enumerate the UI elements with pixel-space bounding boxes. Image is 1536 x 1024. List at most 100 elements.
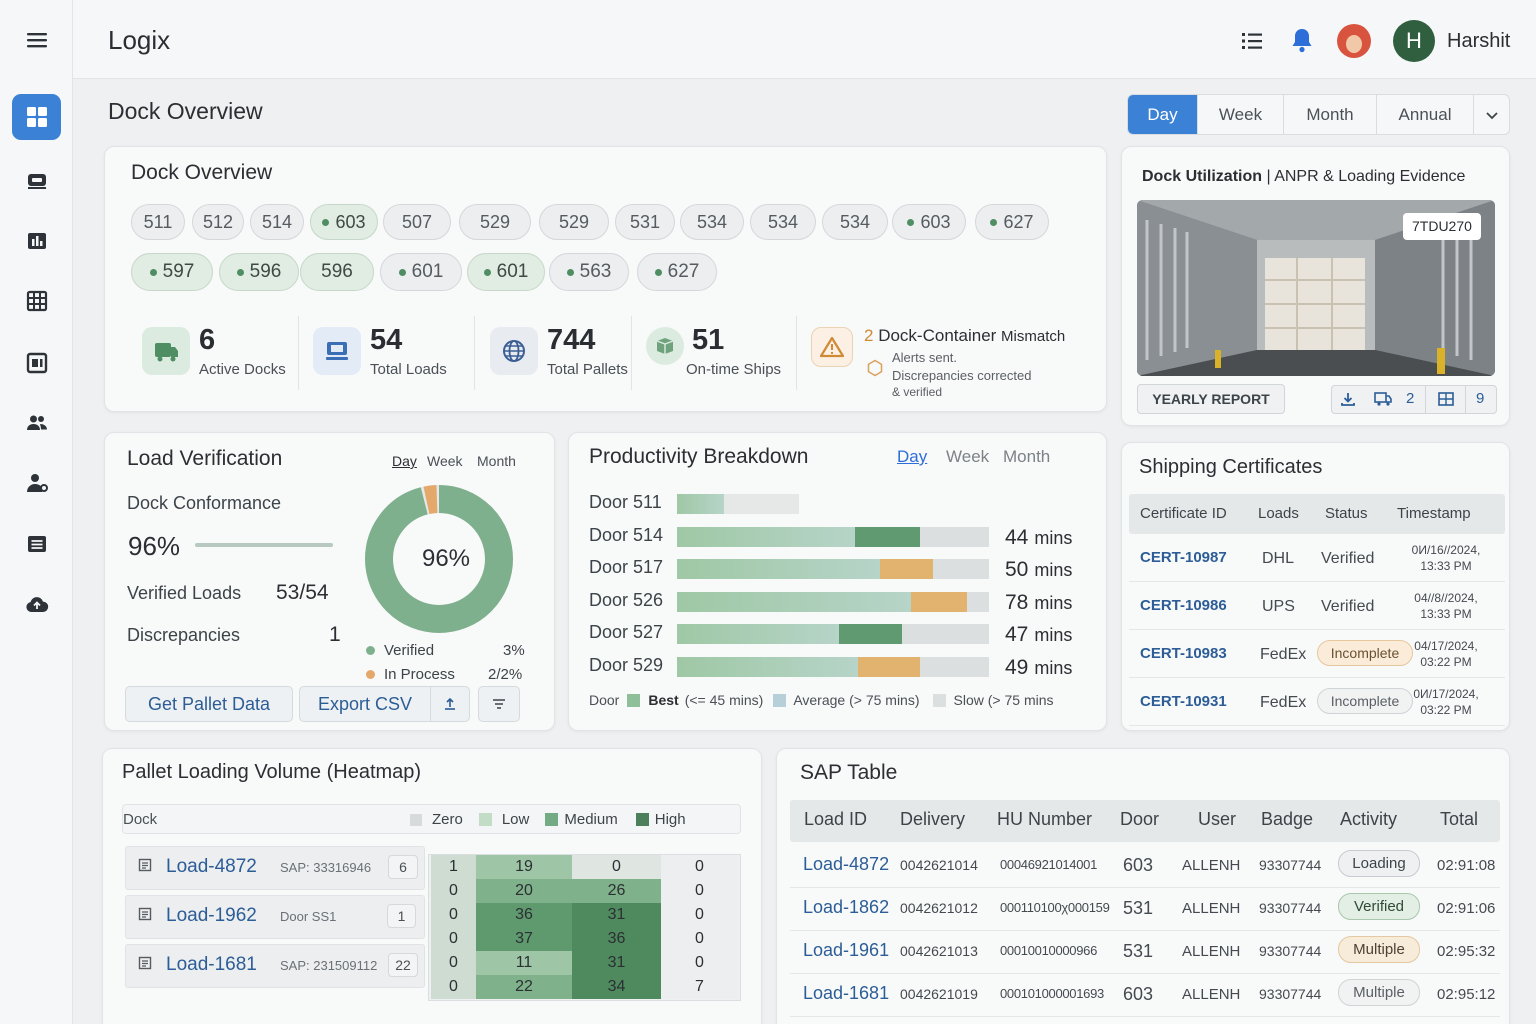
heatmap-cell[interactable]: 0	[661, 855, 738, 879]
sidebar-item-reports[interactable]	[12, 218, 61, 264]
grid-view-icon[interactable]	[1437, 390, 1455, 413]
dock-chip[interactable]: 603	[892, 204, 966, 240]
dock-chip[interactable]: 514	[250, 204, 304, 240]
period-dropdown[interactable]	[1474, 95, 1509, 134]
dock-chip[interactable]: 596	[219, 253, 299, 291]
sap-load-id-link[interactable]: Load-1681	[803, 983, 890, 1003]
lv-tab-week[interactable]: Week	[427, 453, 463, 469]
get-pallet-data-button[interactable]: Get Pallet Data	[125, 686, 293, 722]
table-row[interactable]	[1129, 584, 1505, 630]
heatmap-cell[interactable]: 26	[572, 879, 661, 903]
dock-chip[interactable]: 534	[822, 204, 888, 240]
lv-tab-month[interactable]: Month	[477, 453, 516, 469]
sidebar-item-cloud[interactable]	[12, 582, 61, 628]
dock-chip[interactable]: 563	[549, 253, 629, 291]
sidebar-item-users[interactable]	[12, 460, 61, 506]
tab-day[interactable]: Day	[1128, 95, 1198, 134]
avatar[interactable]: H	[1393, 20, 1435, 62]
export-csv-button[interactable]: Export CSV	[299, 686, 431, 722]
prod-tab-week[interactable]: Week	[946, 447, 990, 466]
user-avatar-photo[interactable]	[1337, 24, 1371, 58]
table-row[interactable]	[1129, 680, 1505, 726]
certificate-id-link[interactable]: CERT-10987	[1140, 549, 1227, 566]
yearly-report-button[interactable]: YEARLY REPORT	[1137, 384, 1285, 414]
user-name[interactable]: Harshit	[1447, 30, 1511, 52]
dock-chip[interactable]: 529	[459, 204, 531, 240]
table-row[interactable]	[1129, 632, 1505, 678]
tab-annual[interactable]: Annual	[1377, 95, 1474, 134]
dock-chip[interactable]: 507	[383, 204, 451, 240]
heatmap-cell[interactable]: 22	[476, 975, 572, 999]
sidebar-item-dashboard[interactable]	[12, 94, 61, 140]
heatmap-cell[interactable]: 11	[476, 951, 572, 975]
upload-button[interactable]	[430, 686, 470, 722]
list-item[interactable]	[125, 944, 425, 988]
sidebar-item-docks[interactable]	[12, 158, 61, 204]
heatmap-cell[interactable]: 20	[476, 879, 572, 903]
productivity-bar[interactable]	[677, 624, 989, 644]
productivity-bar[interactable]	[677, 559, 989, 579]
download-icon[interactable]	[1339, 390, 1357, 413]
heatmap-cell[interactable]: 0	[661, 879, 738, 903]
table-row[interactable]	[1129, 536, 1505, 582]
list-item[interactable]	[125, 895, 425, 939]
heatmap-cell[interactable]: 31	[572, 903, 661, 927]
heatmap-cell[interactable]: 37	[476, 927, 572, 951]
dock-chip[interactable]: 511	[131, 204, 185, 240]
productivity-bar[interactable]	[677, 656, 989, 677]
checklist-icon[interactable]	[1239, 29, 1265, 53]
dock-chip[interactable]: 603	[310, 204, 378, 240]
list-item[interactable]	[125, 846, 425, 890]
sap-load-id-link[interactable]: Load-1862	[803, 897, 890, 917]
table-row[interactable]	[790, 889, 1500, 931]
dock-chip[interactable]: 529	[539, 204, 609, 240]
menu-icon[interactable]	[25, 30, 49, 50]
sidebar-item-grid[interactable]	[12, 278, 61, 324]
dock-chip[interactable]: 596	[300, 253, 374, 291]
productivity-bar[interactable]	[677, 526, 989, 547]
dock-chip[interactable]: 627	[637, 253, 717, 291]
tab-month[interactable]: Month	[1284, 95, 1377, 134]
table-row[interactable]	[790, 975, 1500, 1017]
lv-tab-day[interactable]: Day	[392, 453, 417, 469]
heatmap-cell[interactable]: 7	[661, 975, 738, 999]
load-id-link[interactable]: Load-4872	[166, 856, 257, 877]
heatmap-cell[interactable]: 0	[661, 951, 738, 975]
heatmap-cell[interactable]: 0	[572, 855, 661, 879]
bell-icon[interactable]	[1289, 26, 1315, 54]
productivity-bar[interactable]	[677, 591, 989, 612]
certificate-id-link[interactable]: CERT-10931	[1140, 693, 1227, 710]
sidebar-item-list[interactable]	[12, 521, 61, 567]
load-id-link[interactable]: Load-1962	[166, 905, 257, 926]
heatmap-cell[interactable]: 0	[431, 879, 476, 903]
heatmap-cell[interactable]: 19	[476, 855, 572, 879]
certificate-id-link[interactable]: CERT-10986	[1140, 597, 1227, 614]
heatmap-cell[interactable]: 36	[476, 903, 572, 927]
heatmap-cell[interactable]: 36	[572, 927, 661, 951]
dock-chip[interactable]: 597	[131, 253, 213, 291]
heatmap-cell[interactable]: 1	[431, 855, 476, 879]
dock-chip[interactable]: 512	[192, 204, 244, 240]
prod-tab-day[interactable]: Day	[897, 447, 928, 466]
sidebar-item-team[interactable]	[12, 400, 61, 446]
heatmap-cell[interactable]: 0	[431, 927, 476, 951]
truck-count-icon[interactable]	[1373, 390, 1393, 413]
productivity-bar[interactable]	[677, 494, 799, 514]
dock-chip[interactable]: 534	[680, 204, 744, 240]
tab-week[interactable]: Week	[1198, 95, 1284, 134]
heatmap-cell[interactable]: 0	[431, 903, 476, 927]
heatmap-cell[interactable]: 31	[572, 951, 661, 975]
heatmap-cell[interactable]: 0	[661, 927, 738, 951]
prod-tab-month[interactable]: Month	[1003, 447, 1051, 466]
heatmap-cell[interactable]: 0	[431, 951, 476, 975]
dock-chip[interactable]: 601	[467, 253, 545, 291]
sap-load-id-link[interactable]: Load-1961	[803, 940, 890, 960]
heatmap-cell[interactable]: 0	[431, 975, 476, 999]
sidebar-item-monitor[interactable]	[12, 340, 61, 386]
dock-chip[interactable]: 627	[975, 204, 1049, 240]
heatmap-cell[interactable]: 34	[572, 975, 661, 999]
dock-chip[interactable]: 531	[615, 204, 675, 240]
dock-chip[interactable]: 534	[750, 204, 816, 240]
certificate-id-link[interactable]: CERT-10983	[1140, 645, 1227, 662]
sap-load-id-link[interactable]: Load-4872	[803, 854, 890, 874]
